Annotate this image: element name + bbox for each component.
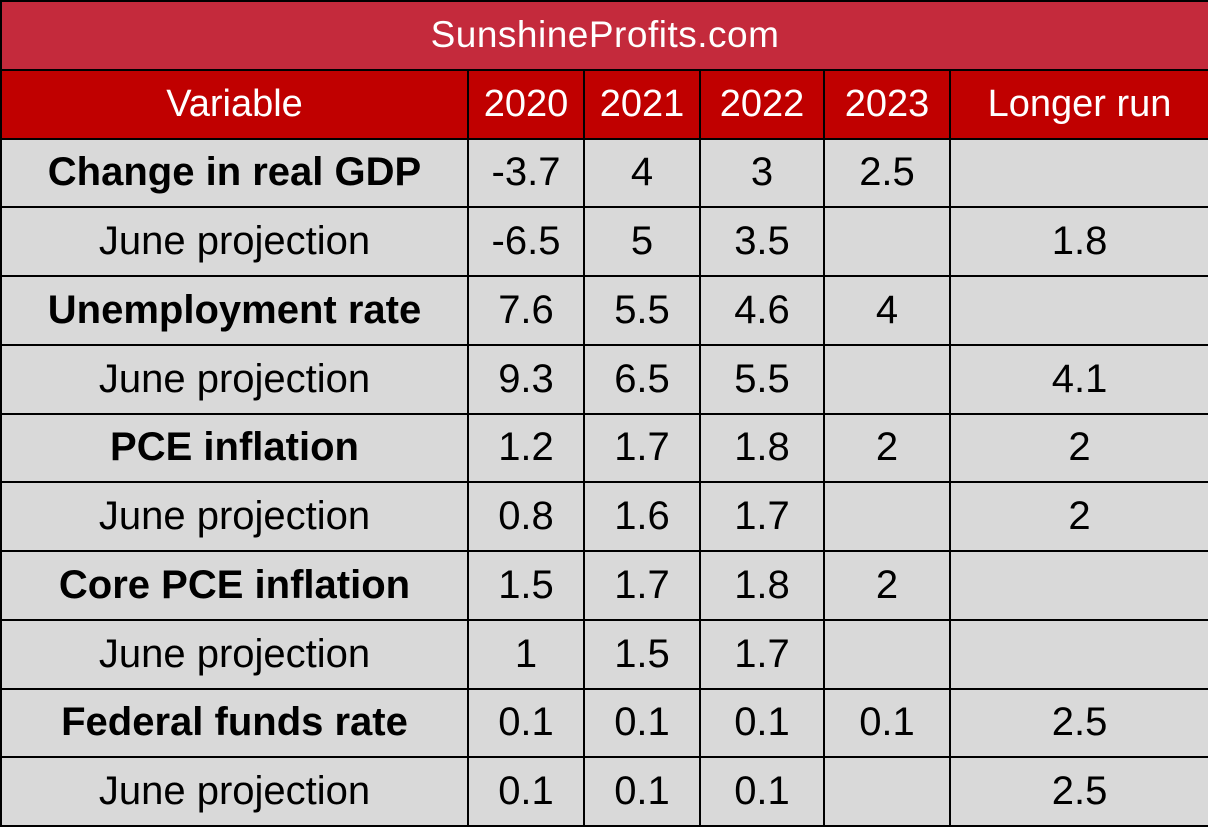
value-cell-2021: 1.7 bbox=[583, 550, 701, 621]
row-label: Core PCE inflation bbox=[0, 550, 469, 621]
value-cell-2020: 9.3 bbox=[467, 343, 585, 415]
value-cell-longer-run bbox=[948, 275, 1208, 346]
value-cell-2020: 1.2 bbox=[467, 412, 585, 484]
value-cell-2020: 0.8 bbox=[467, 481, 585, 552]
value-cell-2021: 1.5 bbox=[583, 618, 701, 690]
row-label: Change in real GDP bbox=[0, 137, 469, 209]
table-row: PCE inflation 1.2 1.7 1.8 2 2 bbox=[0, 412, 1208, 484]
value-cell-longer-run bbox=[948, 618, 1208, 690]
row-label: Unemployment rate bbox=[0, 275, 469, 346]
column-header-variable: Variable bbox=[0, 68, 469, 140]
value-cell-longer-run bbox=[948, 137, 1208, 209]
value-cell-2020: 1 bbox=[467, 618, 585, 690]
table-row: Core PCE inflation 1.5 1.7 1.8 2 bbox=[0, 550, 1208, 621]
value-cell-longer-run: 2 bbox=[948, 481, 1208, 552]
column-header-2020: 2020 bbox=[467, 68, 585, 140]
column-header-longer-run: Longer run bbox=[948, 68, 1208, 140]
value-cell-2022: 5.5 bbox=[699, 343, 825, 415]
row-label: PCE inflation bbox=[0, 412, 469, 484]
value-cell-2023: 4 bbox=[823, 275, 951, 346]
row-label: June projection bbox=[0, 206, 469, 277]
value-cell-2021: 0.1 bbox=[583, 687, 701, 759]
table-row: June projection 0.8 1.6 1.7 2 bbox=[0, 481, 1208, 552]
column-header-2021: 2021 bbox=[583, 68, 701, 140]
brand-title: SunshineProfits.com bbox=[0, 0, 1208, 71]
value-cell-longer-run: 4.1 bbox=[948, 343, 1208, 415]
row-label: Federal funds rate bbox=[0, 687, 469, 759]
value-cell-2022: 4.6 bbox=[699, 275, 825, 346]
value-cell-2022: 3.5 bbox=[699, 206, 825, 277]
value-cell-2023 bbox=[823, 206, 951, 277]
value-cell-2022: 1.7 bbox=[699, 618, 825, 690]
value-cell-longer-run: 2.5 bbox=[948, 687, 1208, 759]
value-cell-2020: 0.1 bbox=[467, 756, 585, 827]
table-row: Unemployment rate 7.6 5.5 4.6 4 bbox=[0, 275, 1208, 346]
value-cell-2023 bbox=[823, 618, 951, 690]
value-cell-2021: 0.1 bbox=[583, 756, 701, 827]
row-label: June projection bbox=[0, 343, 469, 415]
value-cell-2020: -3.7 bbox=[467, 137, 585, 209]
value-cell-2022: 1.8 bbox=[699, 412, 825, 484]
value-cell-longer-run: 2.5 bbox=[948, 756, 1208, 827]
row-label: June projection bbox=[0, 481, 469, 552]
value-cell-2020: 1.5 bbox=[467, 550, 585, 621]
value-cell-2022: 3 bbox=[699, 137, 825, 209]
table-row: Federal funds rate 0.1 0.1 0.1 0.1 2.5 bbox=[0, 687, 1208, 759]
value-cell-2021: 1.6 bbox=[583, 481, 701, 552]
value-cell-2023: 2 bbox=[823, 550, 951, 621]
value-cell-2023 bbox=[823, 481, 951, 552]
value-cell-longer-run bbox=[948, 550, 1208, 621]
table-row: June projection -6.5 5 3.5 1.8 bbox=[0, 206, 1208, 277]
value-cell-2022: 0.1 bbox=[699, 756, 825, 827]
value-cell-2020: 0.1 bbox=[467, 687, 585, 759]
column-header-2023: 2023 bbox=[823, 68, 951, 140]
value-cell-longer-run: 1.8 bbox=[948, 206, 1208, 277]
value-cell-2023: 2.5 bbox=[823, 137, 951, 209]
table-row: June projection 9.3 6.5 5.5 4.1 bbox=[0, 343, 1208, 415]
value-cell-2022: 1.7 bbox=[699, 481, 825, 552]
row-label: June projection bbox=[0, 618, 469, 690]
value-cell-2023: 0.1 bbox=[823, 687, 951, 759]
row-label: June projection bbox=[0, 756, 469, 827]
value-cell-2023: 2 bbox=[823, 412, 951, 484]
table-row: Change in real GDP -3.7 4 3 2.5 bbox=[0, 137, 1208, 209]
value-cell-2021: 4 bbox=[583, 137, 701, 209]
brand-row: SunshineProfits.com bbox=[0, 0, 1208, 71]
value-cell-2022: 1.8 bbox=[699, 550, 825, 621]
value-cell-2021: 6.5 bbox=[583, 343, 701, 415]
value-cell-2023 bbox=[823, 343, 951, 415]
value-cell-2020: 7.6 bbox=[467, 275, 585, 346]
value-cell-2023 bbox=[823, 756, 951, 827]
value-cell-longer-run: 2 bbox=[948, 412, 1208, 484]
table-row: June projection 0.1 0.1 0.1 2.5 bbox=[0, 756, 1208, 827]
value-cell-2021: 1.7 bbox=[583, 412, 701, 484]
value-cell-2020: -6.5 bbox=[467, 206, 585, 277]
column-header-2022: 2022 bbox=[699, 68, 825, 140]
value-cell-2022: 0.1 bbox=[699, 687, 825, 759]
header-row: Variable 2020 2021 2022 2023 Longer run bbox=[0, 68, 1208, 140]
value-cell-2021: 5.5 bbox=[583, 275, 701, 346]
table-row: June projection 1 1.5 1.7 bbox=[0, 618, 1208, 690]
value-cell-2021: 5 bbox=[583, 206, 701, 277]
